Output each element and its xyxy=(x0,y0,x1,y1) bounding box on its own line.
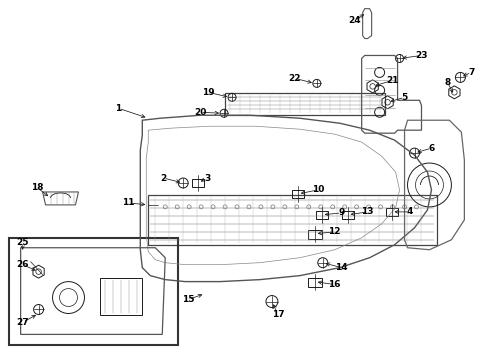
Bar xyxy=(308,278,322,287)
Text: 26: 26 xyxy=(16,260,29,269)
Bar xyxy=(9,238,178,345)
Bar xyxy=(225,93,385,115)
Text: 22: 22 xyxy=(289,74,301,83)
Bar xyxy=(386,208,397,216)
Bar xyxy=(308,230,322,239)
Bar xyxy=(342,211,354,219)
Text: 2: 2 xyxy=(160,174,167,183)
Bar xyxy=(148,195,438,245)
Text: 13: 13 xyxy=(362,207,374,216)
Text: 9: 9 xyxy=(339,208,345,217)
Text: 8: 8 xyxy=(444,78,450,87)
Bar xyxy=(292,190,304,198)
Text: 16: 16 xyxy=(328,280,341,289)
Text: 17: 17 xyxy=(271,310,284,319)
Bar xyxy=(100,278,142,315)
Text: 14: 14 xyxy=(336,263,348,272)
Text: 4: 4 xyxy=(406,207,413,216)
Text: 7: 7 xyxy=(468,68,474,77)
Text: 19: 19 xyxy=(202,88,215,97)
Bar xyxy=(316,211,328,219)
Text: 15: 15 xyxy=(182,295,195,304)
Text: 3: 3 xyxy=(204,174,210,183)
Text: 10: 10 xyxy=(312,185,324,194)
Text: 25: 25 xyxy=(16,238,29,247)
Text: 11: 11 xyxy=(122,198,135,207)
Text: 12: 12 xyxy=(328,227,341,236)
Text: 18: 18 xyxy=(31,184,44,193)
Text: 21: 21 xyxy=(386,76,399,85)
Text: 27: 27 xyxy=(16,318,29,327)
Bar xyxy=(192,179,204,187)
Text: 6: 6 xyxy=(428,144,435,153)
Text: 5: 5 xyxy=(401,93,408,102)
Text: 24: 24 xyxy=(348,16,361,25)
Text: 23: 23 xyxy=(415,51,428,60)
Text: 20: 20 xyxy=(194,108,206,117)
Text: 1: 1 xyxy=(115,104,122,113)
